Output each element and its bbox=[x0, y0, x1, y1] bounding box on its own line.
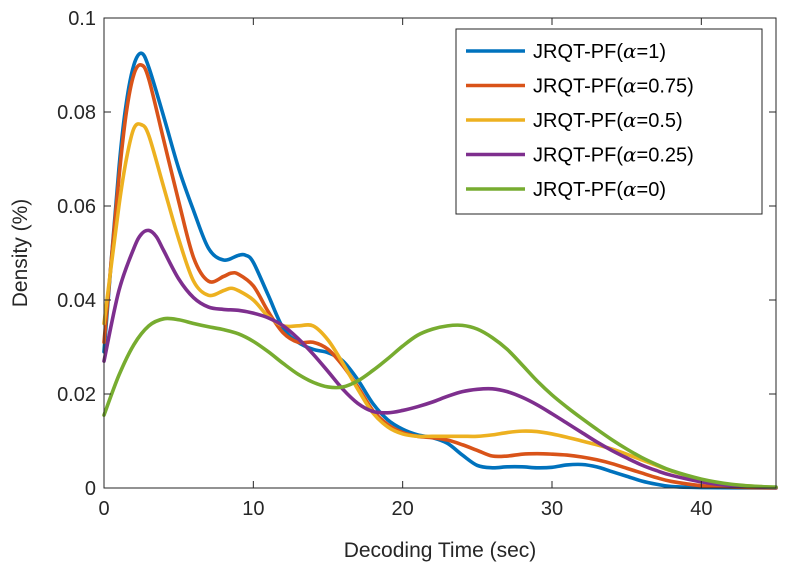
legend-items: JRQT-PF(α=1) JRQT-PF(α=0.75) JRQT-PF(α=0.5… bbox=[466, 39, 694, 201]
legend-label-4: JRQT-PF(α=0.25) bbox=[533, 143, 694, 167]
y-tick-label-3: 0.06 bbox=[57, 196, 96, 218]
y-tick-label-5: 0.1 bbox=[68, 8, 96, 30]
series-line-5 bbox=[102, 316, 778, 489]
plot-area-frame bbox=[103, 17, 777, 489]
legend-label-1: JRQT-PF(α=1) bbox=[533, 39, 666, 63]
legend: JRQT-PF(α=1) JRQT-PF(α=0.75) JRQT-PF(α=0.5… bbox=[455, 28, 763, 215]
x-tick-label-2: 20 bbox=[392, 498, 414, 520]
tick-layer: 0 10 20 30 40 0 0.02 0.04 0.06 0.08 0.1 bbox=[57, 8, 776, 520]
series-line-4 bbox=[102, 228, 778, 490]
legend-label-2: JRQT-PF(α=0.75) bbox=[533, 74, 694, 98]
x-tick-label-0: 0 bbox=[98, 498, 109, 520]
series-line-1 bbox=[102, 51, 778, 490]
legend-label-3: JRQT-PF(α=0.5) bbox=[533, 108, 683, 132]
legend-label-5: JRQT-PF(α=0) bbox=[533, 177, 666, 201]
x-tick-label-1: 10 bbox=[242, 498, 264, 520]
x-axis-label: Decoding Time (sec) bbox=[344, 539, 537, 562]
y-tick-label-2: 0.04 bbox=[57, 290, 96, 312]
y-tick-label-0: 0 bbox=[85, 478, 96, 500]
series-line-2 bbox=[102, 63, 778, 490]
y-axis-label: Density (%) bbox=[9, 199, 32, 308]
x-tick-label-3: 30 bbox=[541, 498, 563, 520]
y-tick-label-4: 0.08 bbox=[57, 102, 96, 124]
x-tick-label-4: 40 bbox=[690, 498, 712, 520]
y-tick-label-1: 0.02 bbox=[57, 384, 96, 406]
series-layer bbox=[102, 51, 778, 490]
